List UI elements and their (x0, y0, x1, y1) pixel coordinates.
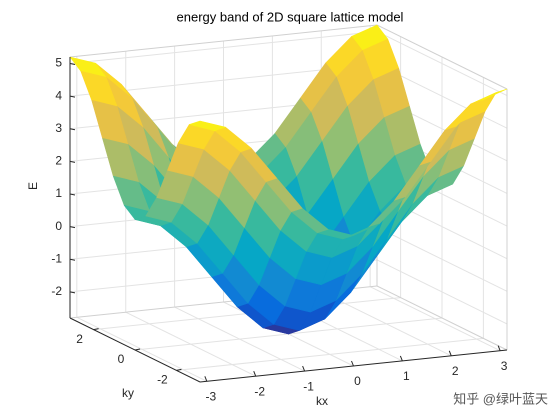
x-axis-label: kx (316, 394, 328, 408)
y-tick (176, 368, 182, 371)
z-tick (69, 291, 76, 294)
y-tick (134, 348, 141, 351)
z-tick (69, 193, 76, 196)
y-tick-label: 0 (118, 352, 125, 366)
grid-line (176, 337, 484, 371)
x-tick (399, 355, 403, 362)
x-tick (497, 345, 501, 351)
y-axis-label: ky (122, 386, 134, 400)
z-tick (69, 160, 76, 163)
z-tick-label: 2 (55, 154, 62, 168)
z-tick (69, 258, 76, 261)
z-tick-label: 4 (55, 88, 62, 102)
z-tick-label: 3 (55, 121, 62, 135)
x-tick-label: -3 (206, 389, 217, 403)
box-edge (376, 24, 508, 90)
box-edge (69, 24, 378, 58)
grid-line (376, 226, 508, 292)
x-tick (253, 371, 257, 377)
z-tick (69, 63, 76, 66)
z-tick (69, 128, 76, 131)
z-tick-label: -2 (51, 284, 62, 298)
x-tick-label: 0 (354, 374, 361, 388)
surface-patch (188, 120, 226, 131)
grid-line (376, 259, 508, 325)
x-tick-label: -2 (254, 384, 265, 398)
x-tick (448, 350, 452, 356)
z-tick (69, 95, 76, 98)
x-tick (302, 365, 306, 372)
z-tick-label: -1 (51, 251, 62, 265)
y-tick-label: -2 (157, 373, 168, 387)
z-tick-label: 5 (55, 56, 62, 70)
x-tick (351, 360, 354, 367)
x-tick (204, 376, 208, 382)
grid-line (69, 31, 378, 65)
x-tick-label: 2 (452, 364, 459, 378)
z-tick-label: 0 (55, 219, 62, 233)
chart-title: energy band of 2D square lattice model (177, 9, 404, 24)
watermark: 知乎 @绿叶蓝天 (453, 391, 548, 406)
y-tick (93, 328, 99, 331)
x-tick-label: 1 (403, 369, 410, 383)
x-tick-label: -1 (303, 379, 314, 393)
box-edge (376, 285, 508, 351)
z-tick (69, 226, 76, 229)
grid-line (376, 31, 508, 96)
z-tick-label: 1 (55, 186, 62, 200)
x-tick-label: 3 (501, 359, 508, 373)
z-axis-label: E (26, 182, 40, 190)
y-tick-label: 2 (76, 332, 83, 346)
